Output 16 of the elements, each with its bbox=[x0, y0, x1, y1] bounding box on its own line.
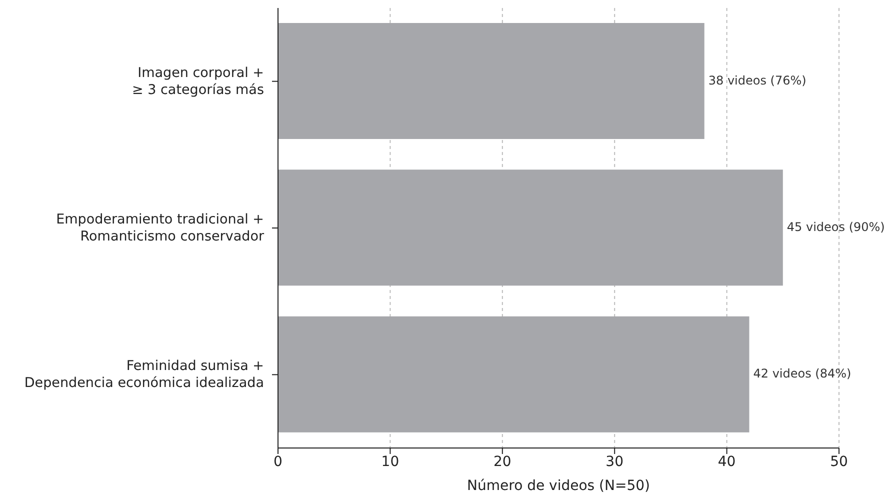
x-axis-title: Número de videos (N=50) bbox=[467, 478, 650, 494]
data-label: 38 videos (76%) bbox=[708, 73, 806, 88]
x-tick-label: 40 bbox=[718, 454, 736, 470]
y-tick-label: Feminidad sumisa + Dependencia económica idealizada bbox=[24, 358, 264, 391]
y-tick-label: Empoderamiento tradicional + Romanticismo conservador bbox=[56, 211, 264, 244]
x-tick-label: 10 bbox=[381, 454, 400, 470]
x-tick-label: 20 bbox=[493, 454, 512, 470]
x-tick-label: 30 bbox=[606, 454, 624, 470]
bar bbox=[278, 316, 750, 432]
data-label: 42 videos (84%) bbox=[753, 366, 852, 381]
bar bbox=[278, 23, 704, 139]
bar bbox=[278, 170, 783, 286]
x-tick-label: 50 bbox=[830, 454, 848, 470]
y-tick-label: Imagen corporal + ≥ 3 categorías más bbox=[132, 64, 264, 98]
x-tick-label: 0 bbox=[274, 454, 282, 470]
data-label: 45 videos (90%) bbox=[786, 220, 885, 234]
